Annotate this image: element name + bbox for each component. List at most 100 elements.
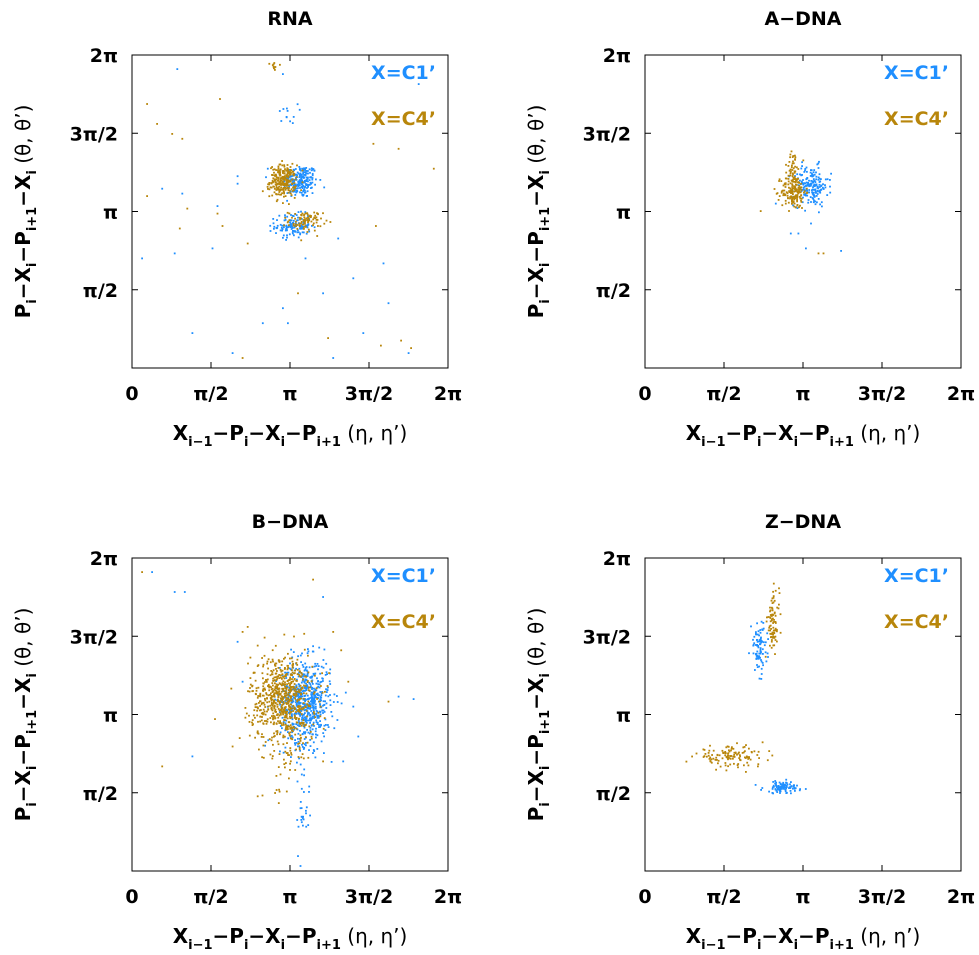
data-point (261, 190, 264, 193)
data-point (296, 664, 299, 666)
data-point (316, 723, 319, 725)
data-point (770, 615, 773, 617)
data-point (743, 764, 745, 767)
data-point (285, 685, 288, 687)
data-point (304, 703, 306, 705)
panel-title: RNA (267, 8, 313, 30)
axis-label-part: −X (761, 421, 794, 445)
data-point (311, 186, 313, 189)
data-point (281, 704, 283, 706)
data-point (289, 760, 292, 763)
data-point (287, 170, 290, 173)
series-points (141, 571, 390, 804)
data-point (299, 715, 301, 717)
data-point (312, 741, 315, 744)
data-point (800, 199, 802, 202)
data-point (290, 648, 292, 651)
data-point (794, 181, 797, 184)
data-point (804, 209, 806, 212)
data-point (284, 219, 287, 221)
data-point (281, 170, 284, 172)
axis-label-part: i+1 (25, 207, 40, 231)
data-point (296, 819, 299, 821)
axis-label-part: (η, η’) (854, 421, 920, 445)
data-point (311, 700, 314, 702)
data-point (273, 694, 276, 697)
data-point (282, 689, 285, 692)
panel-title: B−DNA (252, 511, 329, 533)
data-point (277, 688, 279, 690)
data-point (279, 63, 281, 66)
data-point (284, 766, 286, 769)
data-point (756, 639, 758, 641)
data-point (310, 167, 313, 170)
data-point (760, 789, 762, 791)
data-point (288, 706, 291, 708)
data-point (767, 638, 769, 640)
data-point (792, 200, 794, 203)
data-point (289, 219, 292, 222)
data-point (788, 186, 790, 189)
data-point (303, 713, 305, 716)
axis-label-part: P (524, 304, 548, 319)
data-point (309, 732, 311, 735)
legend-entry: X=C4’ (371, 611, 436, 633)
data-point (286, 236, 288, 239)
data-point (312, 707, 315, 710)
data-point (264, 744, 266, 747)
data-point (315, 721, 318, 723)
data-point (769, 606, 771, 609)
data-point (305, 686, 307, 689)
data-point (312, 721, 315, 724)
data-point (277, 802, 280, 804)
data-point (297, 699, 299, 702)
data-point (309, 685, 312, 687)
data-point (268, 183, 271, 186)
data-point (322, 212, 324, 215)
data-point (810, 169, 812, 171)
data-point (806, 190, 808, 192)
data-point (811, 180, 814, 183)
data-point (330, 711, 333, 713)
data-point (306, 187, 308, 189)
data-point (306, 190, 309, 193)
data-point (774, 589, 777, 592)
axis-label-part: −P (798, 421, 829, 445)
data-point (273, 732, 275, 735)
data-point (321, 672, 323, 675)
data-point (289, 662, 291, 665)
data-point (297, 696, 300, 699)
data-point (757, 644, 759, 647)
data-point (738, 757, 741, 759)
data-point (786, 194, 789, 197)
data-point (265, 722, 268, 725)
data-point (778, 178, 781, 181)
data-point (285, 187, 287, 190)
data-point (291, 669, 293, 672)
data-point (267, 667, 269, 670)
data-point (299, 734, 302, 737)
data-point (785, 784, 788, 787)
data-point (773, 612, 776, 615)
data-point (305, 679, 308, 682)
data-point (794, 206, 797, 209)
data-point (691, 755, 693, 758)
data-point (299, 691, 302, 694)
data-point (277, 167, 280, 170)
data-point (814, 203, 817, 206)
data-point (312, 672, 315, 675)
data-point (285, 692, 288, 695)
data-point (796, 196, 799, 198)
data-point (309, 745, 312, 747)
data-point (771, 631, 774, 634)
data-point (295, 709, 298, 712)
axis-label-part: i (244, 938, 248, 953)
data-point (772, 617, 774, 620)
data-point (756, 640, 759, 643)
data-point (752, 652, 755, 655)
data-point (275, 181, 277, 183)
data-point (271, 682, 274, 684)
x-tick-label: π/2 (193, 886, 228, 908)
data-point (815, 192, 817, 194)
data-point (760, 660, 763, 663)
